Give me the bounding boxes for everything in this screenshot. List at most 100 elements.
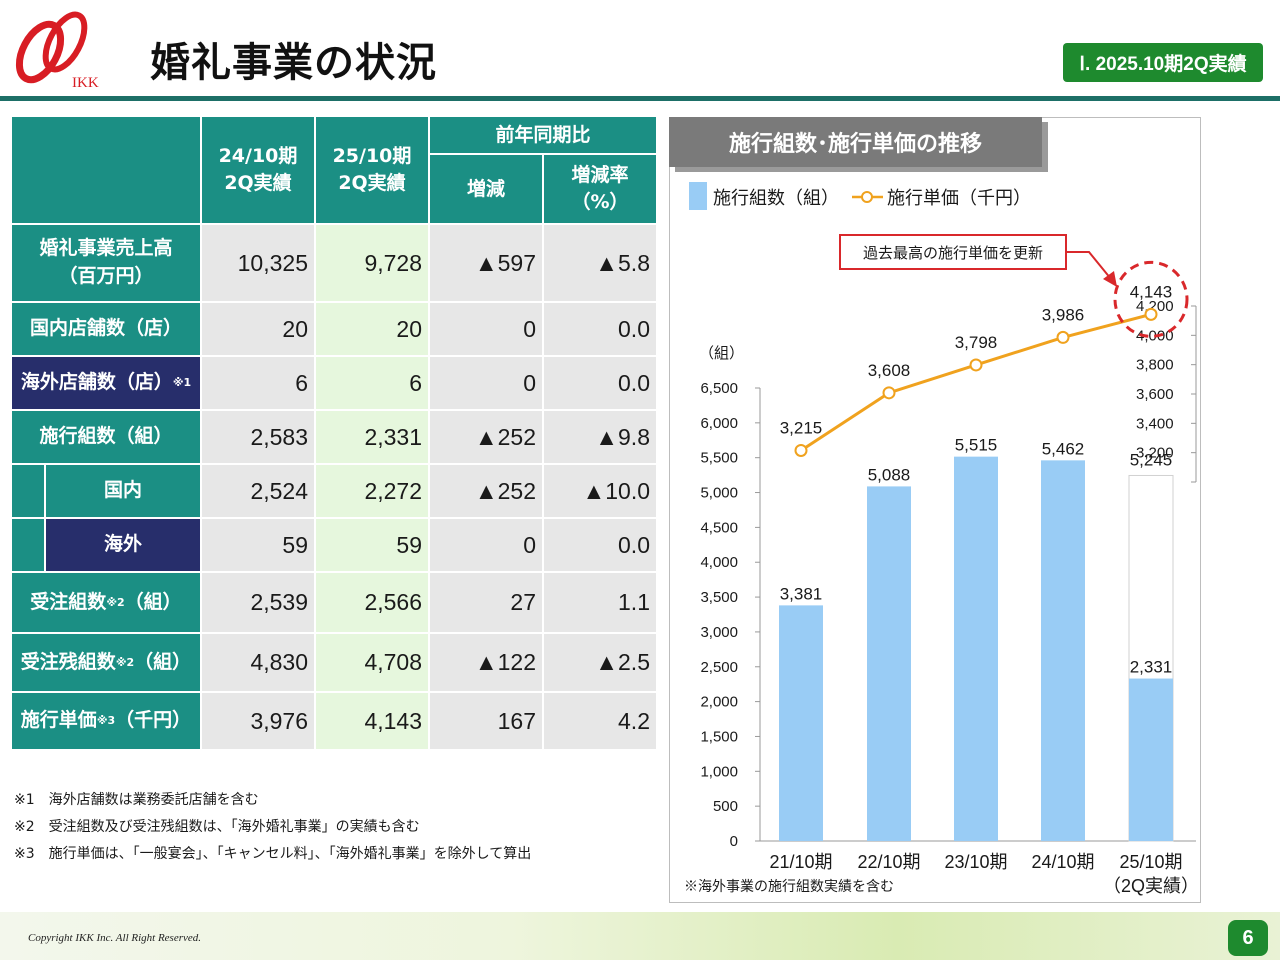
row-label-text: 受注残組数 [20,650,116,673]
row-label-text: 受注組数 [30,590,107,613]
row-label-text: 海外 [103,533,142,556]
cell-weddings-change: ▲252 [430,411,542,463]
x-tick-label: 22/10期 [857,852,920,872]
row-label-domestic-stores: 国内店舗数（店） [12,303,200,355]
col-header-change: 増減 [430,155,542,223]
cell-weddings-prev: 2,583 [202,411,314,463]
footnote-2: ※2 受注組数及び受注残組数は、「海外婚礼事業」の実績も含む [14,819,420,835]
cell-domestic-stores-change: 0 [430,303,542,355]
period-badge: Ⅰ. 2025.10期2Q実績 [1063,43,1263,82]
row-label-weddings: 施行組数（組） [12,411,200,463]
cell-weddings-overseas-curr: 59 [316,519,428,571]
legend-line-label: 施行単価（千円） [887,188,1031,208]
y-left-tick-label: 5,500 [700,450,738,467]
row-label-text: 施行組数（組） [39,425,173,448]
col-header-prev-line2: 2Q実績 [224,172,292,194]
line-value-label: 3,986 [1042,305,1085,324]
cell-orders-prev: 2,539 [202,573,314,632]
cell-order-backlog-prev: 4,830 [202,634,314,691]
row-label-text: （組） [134,650,192,673]
bar [1041,460,1085,841]
bar-value-label: 5,515 [955,436,998,455]
y-left-tick-label: 4,000 [700,554,738,571]
callout-arrow-line [1066,251,1112,280]
footer-band [0,912,1280,960]
x-tick-label: （2Q実績） [1103,876,1199,896]
cell-order-backlog-rate: ▲2.5 [544,634,656,691]
col-header-prev-line1: 24/10期 [218,145,298,168]
page-number: 6 [1228,920,1268,956]
cell-domestic-stores-curr: 20 [316,303,428,355]
bar-total-label: 5,245 [1130,450,1173,469]
cell-unit-price-prev: 3,976 [202,693,314,749]
chart-title: 施行組数･施行単価の推移 [669,117,1042,167]
copyright: Copyright IKK Inc. All Right Reserved. [28,932,202,944]
y-left-tick-label: 6,000 [700,415,738,432]
footnote-1: ※1 海外店舗数は業務委託店舗を含む [14,792,259,808]
y-left-tick-label: 6,500 [700,380,738,397]
row-label-note: ※3 [96,714,116,728]
ikk-logo: IKK [10,8,110,91]
row-label-text: （組） [124,590,182,613]
bar-value-label: 5,088 [868,465,911,484]
y-left-tick-label: 2,500 [700,659,738,676]
cell-order-backlog-curr: 4,708 [316,634,428,691]
cell-overseas-stores-change: 0 [430,357,542,409]
y-left-tick-label: 0 [730,833,738,850]
bar [954,456,998,841]
bar-value-label: 5,462 [1042,439,1085,458]
y-left-tick-label: 1,500 [700,728,738,745]
bar [867,486,911,841]
bar-value-label: 2,331 [1130,658,1173,677]
header-divider [0,96,1280,101]
footnote-3: ※3 施行単価は、「一般宴会」、「キャンセル料」、「海外婚礼事業」を除外して算出 [14,846,532,862]
y-left-tick-label: 500 [713,798,738,815]
cell-unit-price-change: 167 [430,693,542,749]
cell-weddings-domestic-prev: 2,524 [202,465,314,517]
bar [1129,678,1173,841]
cell-sales-rate: ▲5.8 [544,225,656,301]
col-header-yoy: 前年同期比 [430,117,656,153]
highlight-circle [1113,260,1189,338]
legend-bar-label: 施行組数（組） [713,188,839,208]
y-right-tick-label: 3,800 [1136,357,1174,374]
line-point [794,443,808,457]
row-label-text: （百万円） [58,265,154,287]
line-value-label: 3,215 [780,418,823,437]
row-label-note: ※2 [115,655,135,669]
cell-weddings-overseas-change: 0 [430,519,542,571]
col-header-rate-line1: 増減率 [571,164,629,187]
line-point [969,358,983,372]
y-right-unit: （千円） [1193,268,1201,285]
col-header-rate-line2: （%） [571,191,629,213]
y-right-tick-label: 3,200 [1136,445,1174,462]
y-left-unit: （組） [699,345,744,362]
col-header-curr-line1: 25/10期 [332,145,412,168]
y-right-tick-label: 3,600 [1136,386,1174,403]
page-title: 婚礼事業の状況 [150,40,437,86]
combo-chart: 施行組数（組） 施行単価（千円） （組） 0 500 1,000 1,500 2,000 2,5… [684,182,1201,896]
line-point [882,386,896,400]
legend-bar-swatch [689,182,707,210]
callout-box [839,234,1067,270]
bar [779,605,823,841]
row-label-text: 国内店舗数（店） [29,317,182,340]
cell-unit-price-rate: 4.2 [544,693,656,749]
x-tick-label: 24/10期 [1031,852,1094,872]
cell-weddings-overseas-rate: 0.0 [544,519,656,571]
y-left-tick-label: 2,000 [700,694,738,711]
cell-overseas-stores-prev: 6 [202,357,314,409]
y-right-tick-label: 3,400 [1136,415,1174,432]
y-left-tick-label: 5,000 [700,485,738,502]
line-value-label: 3,798 [955,333,998,352]
callout-arrow-head [1103,271,1117,287]
cell-weddings-domestic-rate: ▲10.0 [544,465,656,517]
cell-sales-curr: 9,728 [316,225,428,301]
cell-domestic-stores-prev: 20 [202,303,314,355]
y-right-tick-label: 4,200 [1136,298,1174,315]
line-value-label: 4,143 [1130,282,1173,301]
cell-orders-rate: 1.1 [544,573,656,632]
y-left-tick-label: 4,500 [700,519,738,536]
row-label-weddings-domestic: 国内 [46,465,200,517]
row-label-weddings-overseas: 海外 [46,519,200,571]
